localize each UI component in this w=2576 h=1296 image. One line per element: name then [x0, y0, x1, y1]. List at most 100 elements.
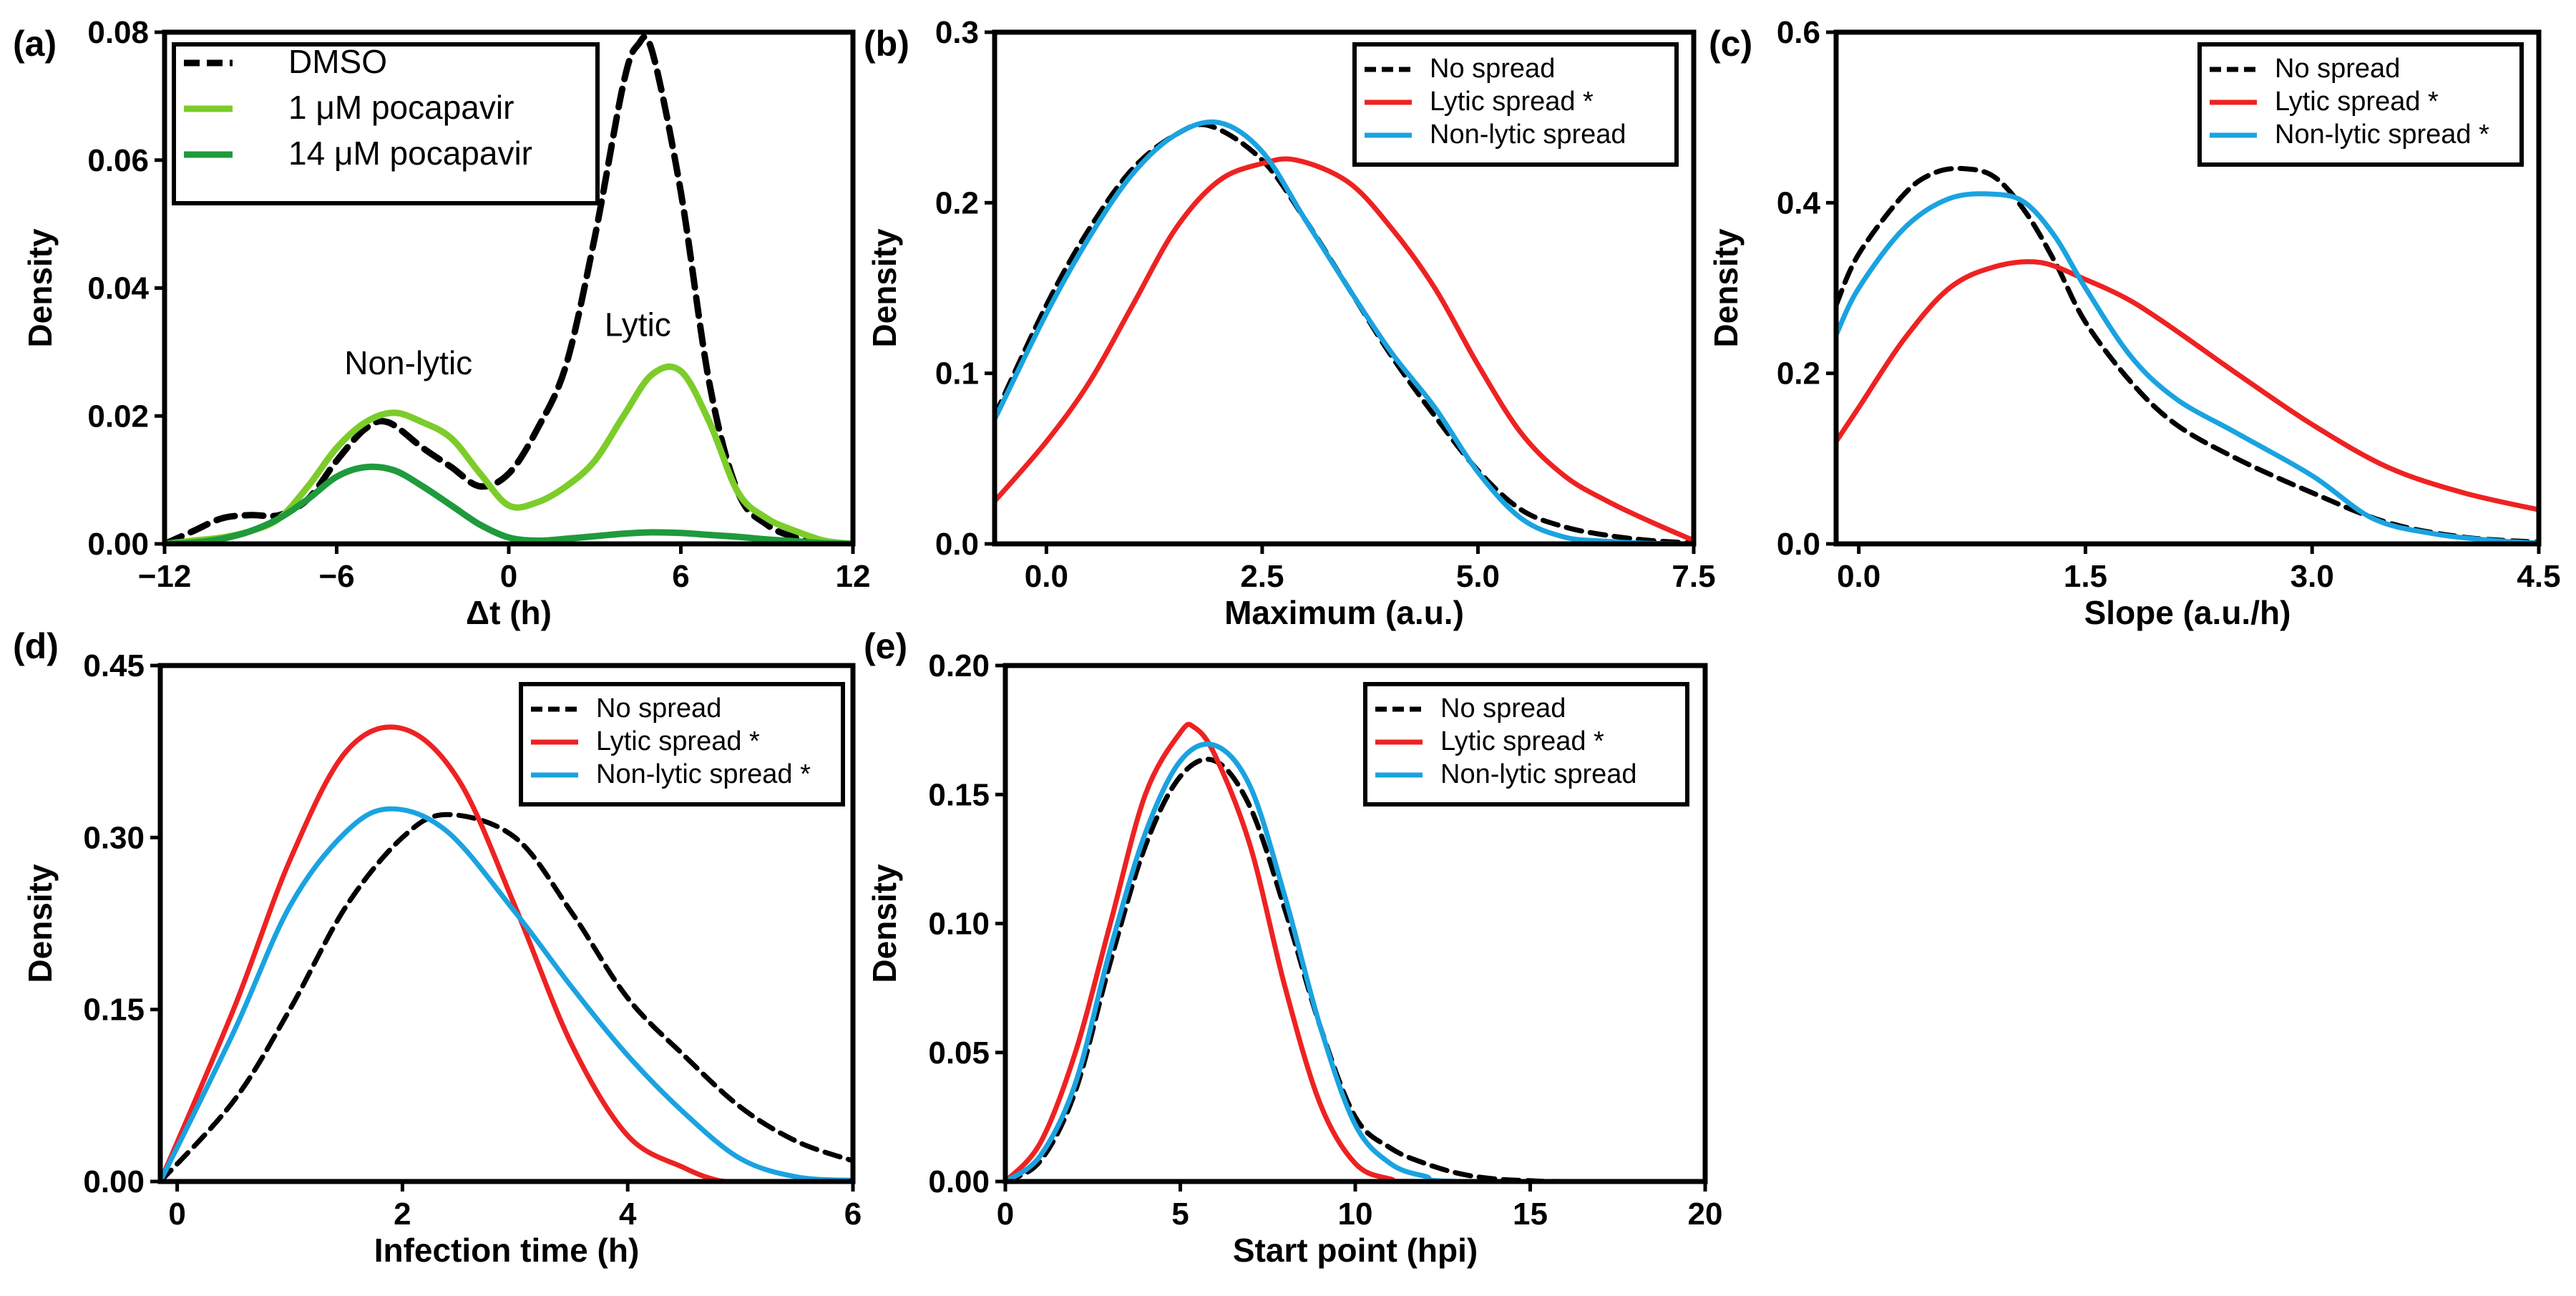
legend-entry: Lytic spread * — [2275, 87, 2439, 117]
chart-panel: (c) 0.0 1.5 3.0 4.5 0.0 0.2 0.4 0.6 Slope (a.u./h… — [1707, 15, 2561, 631]
y-tick-label: 0.2 — [1777, 356, 1820, 391]
x-tick-label: −12 — [138, 559, 192, 594]
x-axis-label: Slope (a.u./h) — [2084, 594, 2291, 631]
legend-entry: Lytic spread * — [1430, 87, 1594, 117]
x-axis-label: Infection time (h) — [374, 1232, 640, 1269]
chart-panel: (d) 0 2 4 6 0.00 0.15 0.30 0.45 Infection time (h… — [13, 626, 862, 1269]
x-tick-label: 6 — [844, 1197, 862, 1232]
y-tick-label: 0.1 — [935, 356, 979, 391]
panel-label: (d) — [13, 626, 59, 666]
y-tick-label: 0.00 — [928, 1164, 990, 1199]
y-axis-label: Density — [866, 228, 903, 348]
y-tick-label: 0.3 — [935, 15, 979, 50]
legend-entry: No spread — [1430, 54, 1555, 84]
y-axis-label: Density — [21, 228, 59, 348]
x-tick-label: 0 — [168, 1197, 185, 1232]
y-tick-label: 0.20 — [928, 648, 990, 683]
y-tick-label: 0.00 — [87, 527, 149, 562]
panel-label: (e) — [864, 626, 907, 666]
y-tick-label: 0.6 — [1777, 15, 1820, 50]
legend-entry: Non-lytic spread * — [596, 759, 811, 789]
legend-entry: DMSO — [288, 43, 387, 80]
y-tick-label: 0.05 — [928, 1036, 990, 1071]
series-line-14-m-pocapavir — [165, 463, 853, 544]
x-tick-label: 5.0 — [1456, 559, 1500, 594]
y-tick-label: 0.04 — [87, 271, 149, 306]
series-line-no-spread — [160, 812, 853, 1181]
series-line-no-spread — [995, 122, 1694, 544]
legend-entry: Lytic spread * — [596, 726, 760, 756]
x-tick-label: 7.5 — [1672, 559, 1715, 594]
x-tick-label: 20 — [1688, 1197, 1723, 1232]
series-line-non-lytic-spread — [1005, 741, 1705, 1181]
x-tick-label: 15 — [1513, 1197, 1548, 1232]
series-line-no-spread — [1005, 756, 1705, 1181]
x-tick-label: 4.5 — [2517, 559, 2560, 594]
series-group — [1836, 165, 2539, 544]
x-tick-label: 4 — [619, 1197, 637, 1232]
legend: DMSO 1 μM pocapavir 14 μM pocapavir — [172, 42, 600, 205]
series-line-non-lytic-spread — [995, 119, 1694, 544]
panel-label: (c) — [1709, 24, 1752, 64]
x-tick-label: 12 — [836, 559, 871, 594]
x-tick-label: 2.5 — [1240, 559, 1284, 594]
x-axis-label: Start point (hpi) — [1233, 1232, 1478, 1269]
annotation: Non-lytic — [344, 344, 472, 381]
axis-frame — [157, 663, 856, 1184]
x-tick-label: 5 — [1171, 1197, 1189, 1232]
x-axis-label: Δt (h) — [466, 594, 552, 631]
x-tick-label: 6 — [672, 559, 689, 594]
y-tick-label: 0.10 — [928, 907, 990, 942]
y-tick-label: 0.30 — [83, 820, 145, 855]
x-tick-label: 1.5 — [2064, 559, 2107, 594]
series-line-non-lytic-spread — [1836, 191, 2539, 544]
panel-label: (b) — [864, 24, 909, 64]
y-axis-label: Density — [21, 864, 59, 983]
y-tick-label: 0.15 — [83, 993, 145, 1028]
legend-entry: No spread — [596, 693, 721, 723]
y-axis-label: Density — [1707, 228, 1745, 348]
y-tick-label: 0.06 — [87, 143, 149, 178]
y-tick-label: 0.02 — [87, 399, 149, 434]
series-group — [165, 34, 853, 544]
annotation: Lytic — [605, 306, 671, 344]
x-tick-label: 0.0 — [1837, 559, 1880, 594]
x-tick-label: 3.0 — [2290, 559, 2334, 594]
legend-entry: No spread — [2275, 54, 2400, 84]
y-tick-label: 0.08 — [87, 15, 149, 50]
chart-panel: (b) 0.0 2.5 5.0 7.5 0.0 0.1 0.2 0.3 Maximum (a.u.… — [864, 15, 1716, 631]
legend-entry: Non-lytic spread * — [2275, 120, 2489, 150]
legend-entry: Non-lytic spread — [1440, 759, 1637, 789]
x-tick-label: 0.0 — [1025, 559, 1068, 594]
y-tick-label: 0.0 — [935, 527, 979, 562]
x-tick-label: 10 — [1338, 1197, 1373, 1232]
x-tick-label: 0 — [997, 1197, 1014, 1232]
y-tick-label: 0.4 — [1777, 185, 1821, 220]
series-line-1-m-pocapavir — [165, 363, 853, 544]
y-tick-label: 0.2 — [935, 185, 979, 220]
y-tick-label: 0.00 — [83, 1164, 145, 1199]
chart-panel: (e) 0 5 10 15 20 0.00 0.05 0.10 0.15 0.20 Start poi… — [864, 626, 1722, 1269]
series-line-non-lytic-spread — [160, 806, 853, 1181]
chart-panel: (a) −12 −6 0 6 12 0.00 0.02 0.04 0.06 0.08 Δt (h) De… — [13, 15, 870, 631]
axis-frame — [992, 29, 1697, 547]
series-group — [160, 724, 853, 1181]
legend-box — [172, 42, 600, 205]
series-line-lytic-spread — [1836, 259, 2539, 512]
series-line-lytic-spread — [995, 156, 1694, 543]
x-tick-label: 0 — [500, 559, 517, 594]
legend-entry: No spread — [1440, 693, 1566, 723]
series-group — [995, 119, 1694, 544]
axis-frame — [1833, 29, 2542, 547]
legend-entry: Non-lytic spread — [1430, 120, 1626, 150]
x-axis-label: Maximum (a.u.) — [1224, 594, 1464, 631]
x-tick-label: 2 — [394, 1197, 411, 1232]
x-tick-label: −6 — [318, 559, 354, 594]
legend-entry: 1 μM pocapavir — [288, 89, 514, 126]
series-line-lytic-spread — [160, 724, 743, 1181]
legend-entry: 14 μM pocapavir — [288, 135, 532, 172]
